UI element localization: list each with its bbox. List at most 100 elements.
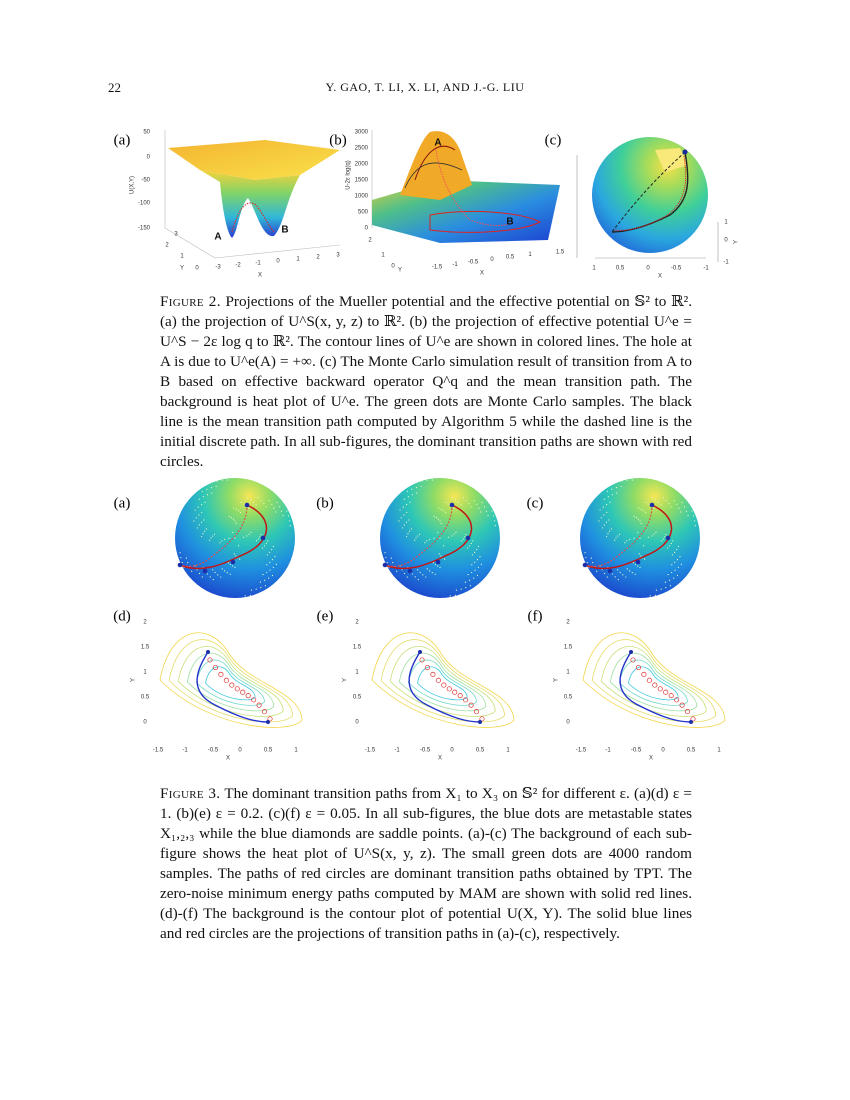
figure-text: 0.5: [476, 748, 485, 754]
sample-dot: [645, 501, 647, 504]
sample-dot: [693, 520, 696, 522]
state-dot: [418, 650, 422, 654]
sample-dot: [260, 499, 262, 502]
contour-line: [195, 659, 265, 706]
sample-dot: [642, 545, 645, 547]
tpt-circle: [473, 709, 480, 715]
sample-dot: [453, 533, 455, 535]
sample-dot: [406, 490, 408, 492]
sample-dot: [662, 497, 664, 499]
sample-dot: [280, 510, 283, 512]
contour-line: [177, 646, 284, 717]
figure-text: Y: [734, 240, 740, 244]
sample-dot: [611, 488, 613, 490]
sample-dot: [634, 573, 636, 575]
tpt-circle: [468, 702, 474, 708]
figure-text: -2: [235, 263, 241, 269]
sample-dot: [226, 572, 228, 574]
figure-text: 3000: [355, 130, 369, 136]
sample-dot: [255, 504, 257, 506]
state-dot: [202, 568, 208, 574]
sample-dot: [472, 540, 474, 542]
tpt-circle: [641, 671, 647, 678]
sample-dot: [470, 506, 472, 508]
sample-dot: [476, 503, 478, 505]
sample-dot: [431, 572, 433, 574]
sample-dot: [433, 537, 435, 539]
figure-text: 0: [355, 720, 359, 726]
sample-dot: [485, 510, 488, 512]
sample-dot: [606, 576, 608, 578]
sample-dot: [409, 501, 411, 503]
sample-dot: [681, 502, 683, 504]
sample-dot: [467, 573, 469, 576]
sample-dot: [200, 503, 203, 506]
sample-dot: [437, 518, 439, 520]
sample-dot: [622, 574, 624, 576]
sample-dot: [244, 595, 246, 597]
figure-text: 1.5: [141, 645, 150, 651]
state-dot: [407, 568, 413, 574]
figure-text: 3: [336, 253, 340, 259]
sample-dot: [239, 558, 241, 560]
sample-dot: [250, 499, 252, 501]
figure-text: 2: [143, 620, 147, 626]
sample-dot: [455, 499, 457, 501]
sample-dot: [407, 533, 409, 535]
sample-dot: [607, 496, 609, 498]
sample-dot: [260, 587, 262, 589]
figure-text: (a): [114, 132, 131, 148]
figure-text: Y: [554, 678, 560, 682]
sample-dot: [260, 533, 262, 536]
state-dot: [266, 720, 270, 724]
contour-line: [371, 632, 515, 728]
sample-dot: [480, 511, 482, 513]
fig2a-plot: [164, 130, 341, 259]
sample-dot: [288, 520, 291, 522]
sample-dot: [469, 585, 472, 587]
figure-text: 0: [238, 748, 242, 754]
sample-dot: [400, 517, 402, 519]
figure-text: (e): [317, 608, 334, 624]
sample-dot: [411, 488, 413, 490]
figure-text: B: [506, 217, 513, 228]
sample-dot: [471, 571, 473, 574]
sample-dot: [221, 568, 223, 570]
tpt-circle: [212, 664, 219, 671]
sample-dot: [642, 510, 645, 512]
sample-dot: [242, 536, 245, 538]
figure-text: 0: [646, 266, 650, 272]
fig3-contours: [159, 632, 726, 728]
sample-dot: [433, 515, 435, 517]
figure-text: -1: [394, 748, 400, 754]
sample-dot: [598, 520, 600, 522]
sample-dot: [653, 507, 655, 509]
sample-dot: [213, 533, 216, 535]
sample-dot: [464, 581, 467, 583]
sample-dot: [467, 547, 469, 549]
sample-dot: [626, 479, 628, 481]
sample-dot: [615, 537, 617, 539]
sample-dot: [651, 535, 653, 537]
mep-line: [179, 504, 268, 570]
state-dot: [649, 502, 655, 508]
sample-dot: [610, 528, 612, 530]
sample-dot: [228, 515, 230, 517]
fig3-spheres: [175, 478, 700, 598]
sample-dot: [206, 573, 209, 575]
sample-dot: [660, 588, 662, 590]
sample-dot: [439, 520, 441, 522]
sample-dot: [453, 507, 455, 509]
figure-text: (f): [528, 608, 543, 624]
sample-dot: [638, 553, 640, 555]
sample-dot: [487, 515, 489, 517]
figure-text: 2500: [355, 146, 369, 152]
sample-dot: [271, 574, 274, 577]
tpt-circle: [240, 689, 246, 695]
tpt-circle: [261, 709, 268, 715]
tpt-circle: [657, 686, 663, 692]
sample-dot: [445, 511, 447, 514]
contour-line: [600, 646, 707, 717]
sample-dot: [180, 557, 182, 559]
state-dot: [382, 562, 388, 568]
